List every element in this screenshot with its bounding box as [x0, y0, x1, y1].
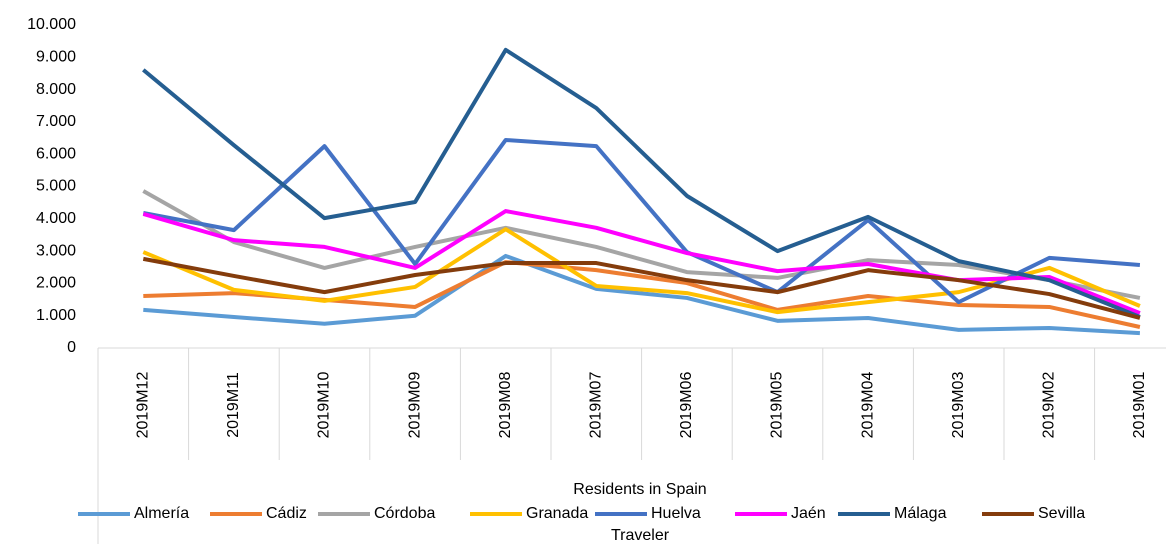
x-tick-label: 2019M08	[497, 372, 514, 439]
series-line	[142, 189, 1141, 300]
legend-label: Córdoba	[374, 505, 435, 522]
legend-label: Jaén	[791, 505, 826, 522]
y-tick-label: 2.000	[36, 275, 76, 292]
y-tick-label: 9.000	[36, 49, 76, 66]
series-line	[142, 137, 1141, 305]
legend-label: Sevilla	[1038, 505, 1085, 522]
x-tick-label: 2019M09	[406, 372, 423, 439]
series-line	[142, 209, 1141, 315]
x-tick-label: 2019M03	[950, 372, 967, 439]
x-tick-label: 2019M02	[1041, 372, 1058, 439]
series-line	[142, 256, 1141, 320]
y-tick-label: 3.000	[36, 242, 76, 259]
series-line	[142, 227, 1141, 315]
x-tick-label: 2019M11	[225, 372, 242, 438]
x-tick-label: 2019M10	[316, 372, 333, 439]
legend-title: Traveler	[611, 527, 670, 544]
y-tick-label: 7.000	[36, 113, 76, 130]
y-tick-label: 4.000	[36, 210, 76, 227]
x-tick-label: 2019M12	[135, 372, 152, 439]
y-tick-label: 10.000	[27, 16, 76, 33]
legend-label: Granada	[526, 505, 588, 522]
series-line	[142, 47, 1141, 319]
x-tick-label: 2019M06	[678, 372, 695, 439]
x-tick-label: 2019M05	[769, 372, 786, 439]
y-tick-label: 5.000	[36, 178, 76, 195]
legend-label: Almería	[134, 505, 189, 522]
y-tick-label: 6.000	[36, 145, 76, 162]
x-tick-label: 2019M04	[859, 372, 876, 439]
series-line	[143, 253, 1141, 336]
y-tick-label: 1.000	[36, 307, 76, 324]
x-tick-label: 2019M07	[588, 372, 605, 439]
x-tick-label: 2019M01	[1131, 372, 1148, 439]
y-tick-label: 0	[67, 339, 76, 356]
y-tick-label: 8.000	[36, 81, 76, 98]
legend-label: Málaga	[894, 505, 947, 522]
legend-label: Cádiz	[266, 505, 307, 522]
legend-label: Huelva	[651, 505, 701, 522]
x-axis-title: Residents in Spain	[573, 481, 706, 498]
